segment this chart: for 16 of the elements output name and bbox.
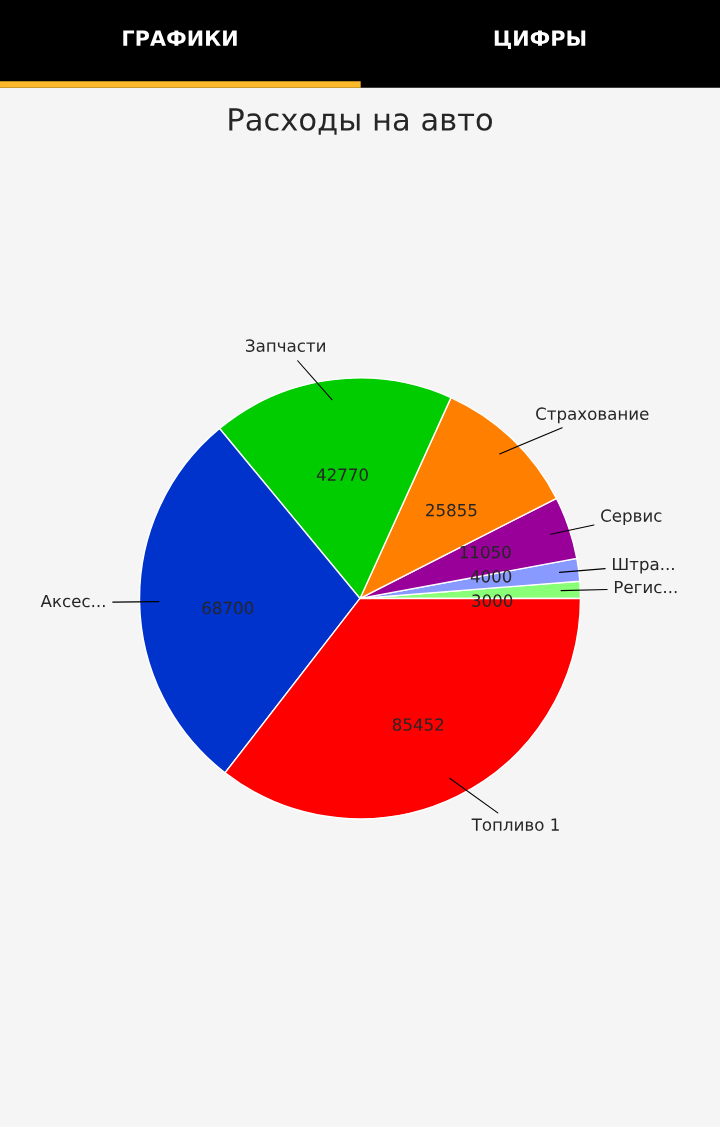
data-label: 68700	[202, 601, 254, 615]
slice-label: Регис...	[614, 580, 677, 594]
slice-label: Штра...	[613, 557, 674, 574]
slice-label: Топливо 1	[471, 818, 559, 831]
data-label: 42770	[316, 468, 368, 481]
slice-label: Сервис	[601, 509, 662, 526]
slice-label: Запчасти	[246, 339, 325, 352]
data-label: 11050	[460, 545, 511, 559]
slice-label: Страхование	[536, 407, 649, 424]
data-label: 25855	[426, 503, 477, 517]
data-label: 85452	[392, 718, 444, 731]
data-label: 4000	[470, 570, 512, 583]
text: ЦИФРЫ	[494, 30, 586, 50]
slice-label: Аксес...	[40, 594, 105, 608]
chart-title: Расходы на авто	[229, 108, 492, 135]
text: ГРАФИКИ	[123, 30, 237, 46]
